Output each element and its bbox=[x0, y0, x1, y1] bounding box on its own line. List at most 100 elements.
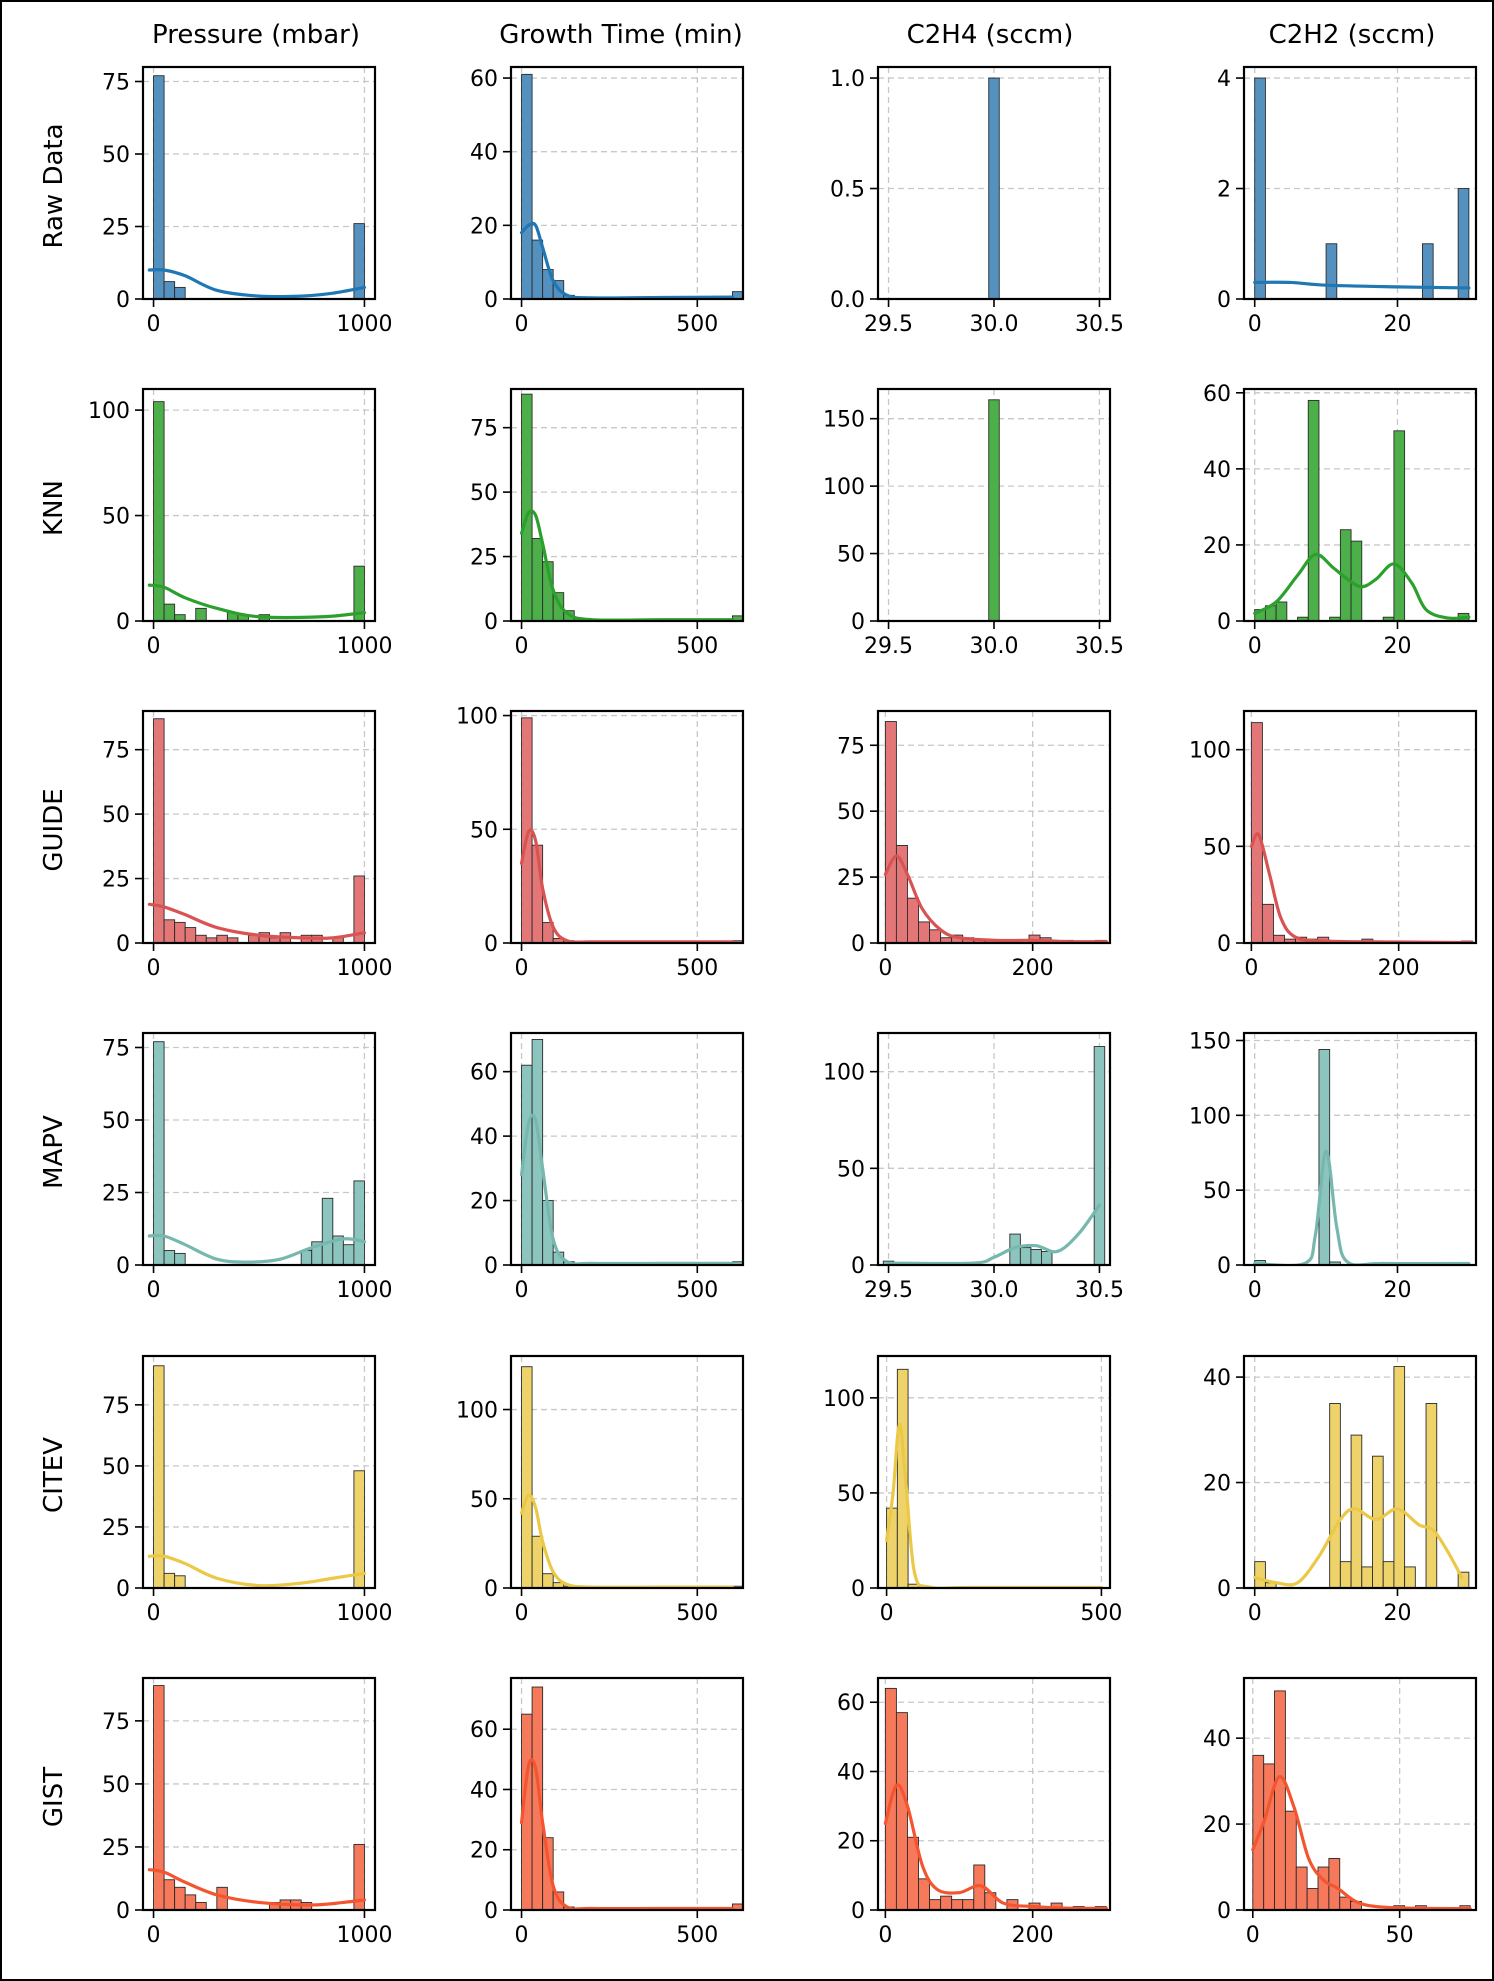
y-tick-label: 100 bbox=[88, 399, 130, 424]
plot-area-gist-pressure-mbar bbox=[147, 1685, 367, 1910]
histogram-bar bbox=[895, 1712, 908, 1910]
x-tick-label: 1000 bbox=[336, 634, 392, 659]
plot-area-mapv-c2h4-sccm bbox=[882, 1046, 1106, 1265]
y-tick-label: 0 bbox=[1217, 1899, 1231, 1924]
histogram-bar bbox=[1329, 1261, 1341, 1265]
panel-frame bbox=[1242, 709, 1478, 945]
x-tick-label: 30.0 bbox=[970, 312, 1019, 337]
y-tick-label: 40 bbox=[470, 1125, 498, 1150]
y-tick-label: 0 bbox=[1217, 932, 1231, 957]
histogram-bar bbox=[174, 1575, 186, 1588]
x-tick-label: 20 bbox=[1383, 312, 1411, 337]
histogram-bar bbox=[1093, 1046, 1106, 1265]
y-tick-label: 75 bbox=[102, 1710, 130, 1735]
x-tick-label: 0 bbox=[1246, 1923, 1260, 1948]
histogram-bar bbox=[216, 934, 228, 943]
y-tick-label: 100 bbox=[823, 1061, 865, 1086]
panel-raw-data-growth-time-min: 0 500 0 20 40 60 bbox=[470, 65, 745, 337]
histogram-bar bbox=[1274, 1690, 1286, 1910]
panel-gist-c2h4-sccm: 0 200 0 20 40 60 bbox=[837, 1676, 1112, 1948]
y-tick-label: 40 bbox=[1203, 458, 1231, 483]
y-tick-label: 0 bbox=[851, 1254, 865, 1279]
plot-area-gist-c2h4-sccm bbox=[883, 1687, 1108, 1910]
kde-curve bbox=[519, 1113, 735, 1265]
x-tick-label: 0 bbox=[1244, 956, 1258, 981]
panel-frame bbox=[509, 709, 745, 945]
histogram-bar bbox=[1382, 1561, 1395, 1588]
panel-frame bbox=[876, 709, 1112, 945]
histogram-bar bbox=[195, 934, 207, 943]
y-tick-label: 60 bbox=[470, 1718, 498, 1743]
y-tick-label: 75 bbox=[102, 1037, 130, 1062]
histogram-bar bbox=[1325, 243, 1338, 299]
histogram-bar bbox=[300, 1250, 313, 1265]
x-tick-label: 30.5 bbox=[1075, 1278, 1124, 1303]
kde-curve bbox=[886, 1203, 1102, 1265]
panel-frame bbox=[1242, 1354, 1478, 1590]
y-tick-label: 4 bbox=[1217, 67, 1231, 92]
y-tick-label: 0 bbox=[116, 610, 130, 635]
plot-area-gist-c2h2-sccm bbox=[1251, 1690, 1472, 1910]
histogram-bar bbox=[1273, 934, 1285, 943]
kde-curve bbox=[1251, 1775, 1472, 1910]
row-label-guide: GUIDE bbox=[39, 788, 69, 871]
x-tick-label: 20 bbox=[1383, 1601, 1411, 1626]
histogram-bar bbox=[195, 607, 207, 621]
y-tick-label: 0 bbox=[116, 1577, 130, 1602]
histogram-bar bbox=[542, 1573, 554, 1588]
histogram-bar bbox=[353, 223, 365, 299]
y-tick-label: 40 bbox=[470, 1778, 498, 1803]
histogram-bar bbox=[552, 592, 565, 621]
x-tick-label: 0 bbox=[1248, 1278, 1262, 1303]
histogram-bar bbox=[1295, 1866, 1308, 1910]
x-tick-label: 30.0 bbox=[970, 1278, 1019, 1303]
histogram-bar bbox=[521, 393, 533, 621]
x-tick-label: 20 bbox=[1383, 634, 1411, 659]
histogram-bar bbox=[1329, 1403, 1341, 1588]
panel-raw-data-c2h4-sccm: 29.5 30.0 30.5 0.0 0.5 1.0 bbox=[830, 65, 1124, 337]
histogram-bar bbox=[353, 565, 365, 621]
histogram-bar bbox=[1457, 188, 1470, 299]
panel-mapv-c2h4-sccm: 29.5 30.0 30.5 0 50 100 bbox=[823, 1031, 1124, 1303]
kde-curve bbox=[1253, 1149, 1471, 1265]
y-tick-label: 50 bbox=[837, 543, 865, 568]
y-tick-label: 50 bbox=[837, 1482, 865, 1507]
histogram-bar bbox=[353, 875, 365, 943]
histogram-bar bbox=[988, 399, 1000, 621]
y-tick-label: 50 bbox=[102, 1455, 130, 1480]
histogram-bar bbox=[163, 1879, 176, 1910]
panel-mapv-growth-time-min: 0 500 0 20 40 60 bbox=[470, 1031, 745, 1303]
histogram-bar bbox=[1254, 1561, 1266, 1588]
panel-frame bbox=[141, 65, 377, 301]
x-tick-label: 1000 bbox=[336, 1601, 392, 1626]
x-tick-label: 0 bbox=[878, 1923, 892, 1948]
panel-frame bbox=[509, 1676, 745, 1912]
plot-area-guide-c2h4-sccm bbox=[883, 721, 1108, 943]
panel-knn-growth-time-min: 0 500 0 25 50 75 bbox=[470, 387, 745, 659]
y-tick-label: 25 bbox=[102, 216, 130, 241]
y-tick-label: 0 bbox=[116, 288, 130, 313]
y-tick-label: 100 bbox=[456, 705, 498, 730]
histogram-bar bbox=[174, 921, 186, 943]
y-tick-label: 20 bbox=[1203, 534, 1231, 559]
panel-frame bbox=[1242, 1031, 1478, 1267]
histogram-bar bbox=[1284, 1810, 1297, 1910]
y-tick-label: 20 bbox=[1203, 1472, 1231, 1497]
histogram-bar bbox=[1425, 1403, 1438, 1588]
y-tick-label: 0 bbox=[851, 932, 865, 957]
y-tick-label: 75 bbox=[102, 1394, 130, 1419]
histogram-bar bbox=[988, 77, 1000, 299]
panel-raw-data-c2h2-sccm: 0 20 0 2 4 bbox=[1217, 65, 1478, 337]
x-tick-label: 500 bbox=[1080, 1601, 1122, 1626]
kde-curve bbox=[519, 828, 735, 943]
x-tick-label: 0 bbox=[878, 956, 892, 981]
kde-curve bbox=[883, 1783, 1108, 1910]
y-tick-label: 1.0 bbox=[830, 67, 865, 92]
y-tick-label: 100 bbox=[823, 475, 865, 500]
x-tick-label: 0 bbox=[515, 1278, 529, 1303]
x-tick-label: 0 bbox=[880, 1601, 894, 1626]
y-tick-label: 0 bbox=[1217, 610, 1231, 635]
y-tick-label: 40 bbox=[837, 1760, 865, 1785]
plot-area-gist-growth-time-min bbox=[519, 1686, 743, 1910]
